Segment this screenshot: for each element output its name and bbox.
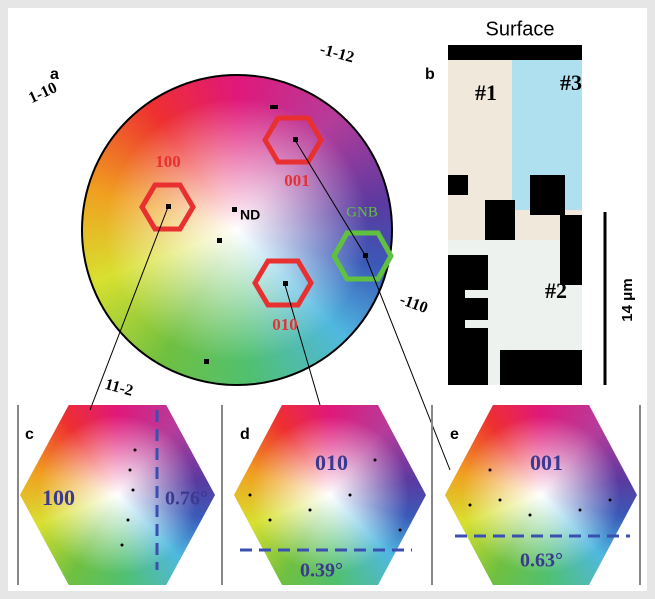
- direction-label: -1-12: [318, 41, 356, 66]
- pole-label: 001: [530, 450, 563, 475]
- pole-label: 100: [42, 485, 75, 510]
- region-label: #1: [475, 80, 497, 105]
- angle-label: 0.63°: [520, 550, 563, 572]
- pole-label: 001: [284, 171, 310, 190]
- scale-label: 14 μm: [619, 278, 636, 321]
- panel-title: Surface: [486, 18, 555, 40]
- figure: ab1-10-1-12-11011-2100001010GNBNDSurface…: [0, 0, 655, 599]
- nd-label: ND: [240, 207, 260, 223]
- direction-label: 1-10: [26, 79, 60, 107]
- pole-label: 100: [155, 152, 181, 171]
- gnb-label: GNB: [346, 204, 378, 220]
- pole-label: 010: [315, 450, 348, 475]
- angle-label: 0.76°: [165, 488, 208, 510]
- panel-label: e: [450, 426, 459, 443]
- overlay: ab1-10-1-12-11011-2100001010GNBNDSurface…: [0, 0, 655, 599]
- panel-label: b: [425, 66, 435, 83]
- angle-label: 0.39°: [300, 560, 343, 582]
- region-label: #2: [545, 278, 567, 303]
- panel-label: c: [25, 426, 34, 443]
- direction-label: -110: [397, 291, 430, 317]
- map: [448, 45, 582, 385]
- direction-label: 11-2: [103, 376, 135, 400]
- gnb-hex: [334, 233, 391, 279]
- region-label: #3: [560, 70, 582, 95]
- circle-border: [82, 75, 392, 385]
- pole-label: 010: [272, 315, 298, 334]
- panel-label: d: [240, 426, 250, 443]
